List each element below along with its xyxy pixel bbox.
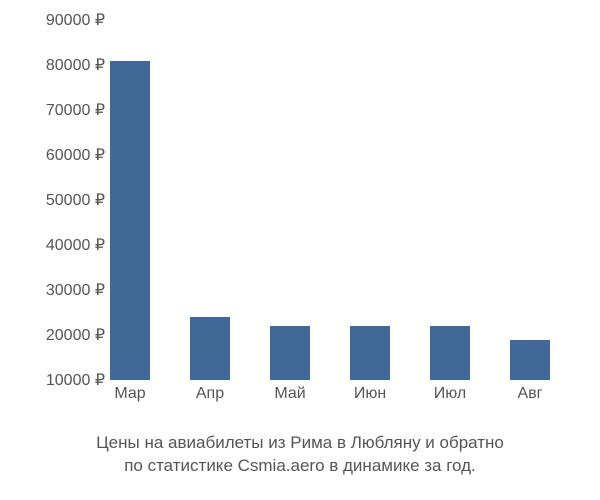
x-tick-label: Мар — [114, 385, 145, 403]
x-tick-label: Авг — [517, 385, 542, 403]
bar — [350, 326, 390, 380]
y-tick-label: 90000 ₽ — [46, 10, 105, 30]
bar — [510, 340, 550, 381]
y-tick-label: 50000 ₽ — [46, 190, 105, 210]
y-tick-label: 10000 ₽ — [46, 370, 105, 390]
x-tick-label: Апр — [196, 385, 224, 403]
y-tick-label: 40000 ₽ — [46, 235, 105, 255]
x-tick-label: Июн — [354, 385, 386, 403]
bar — [430, 326, 470, 380]
y-tick-label: 70000 ₽ — [46, 100, 105, 120]
y-tick-label: 60000 ₽ — [46, 145, 105, 165]
bar — [270, 326, 310, 380]
x-tick-label: Июл — [434, 385, 466, 403]
bar — [110, 61, 150, 381]
y-tick-label: 30000 ₽ — [46, 280, 105, 300]
chart-caption: Цены на авиабилеты из Рима в Любляну и о… — [0, 432, 600, 478]
caption-line2: по статистике Csmia.aero в динамике за г… — [124, 456, 476, 475]
y-tick-label: 80000 ₽ — [46, 55, 105, 75]
caption-line1: Цены на авиабилеты из Рима в Любляну и о… — [96, 433, 504, 452]
plot-area — [90, 20, 570, 380]
x-tick-label: Май — [274, 385, 305, 403]
bar — [190, 317, 230, 380]
y-tick-label: 20000 ₽ — [46, 325, 105, 345]
price-chart: 10000 ₽ 20000 ₽ 30000 ₽ 40000 ₽ 50000 ₽ 60000… — [0, 0, 600, 500]
